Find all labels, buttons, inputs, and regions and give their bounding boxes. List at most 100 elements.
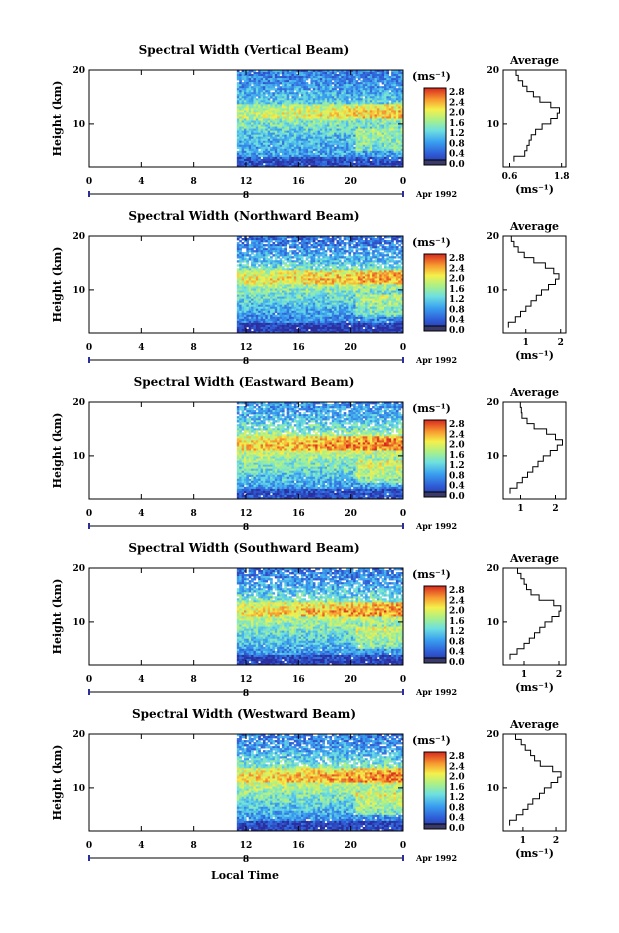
heatmap-cell xyxy=(253,96,256,98)
colorbar-tick-label: 0.4 xyxy=(449,150,465,160)
heatmap-cell xyxy=(396,137,399,139)
heatmap-cell xyxy=(360,268,363,270)
heatmap-cell xyxy=(296,123,299,125)
heatmap-cell xyxy=(386,141,389,143)
heatmap-cell xyxy=(334,287,337,289)
heatmap-cell xyxy=(303,145,306,147)
heatmap-cell xyxy=(246,78,249,80)
heatmap-cell xyxy=(384,114,387,116)
heatmap-cell xyxy=(363,280,366,282)
heatmap-cell xyxy=(272,96,275,98)
heatmap-cell xyxy=(265,108,268,110)
heatmap-cell xyxy=(265,264,268,266)
heatmap-cell xyxy=(275,157,278,159)
heatmap-cell xyxy=(325,260,328,262)
heatmap-cell xyxy=(391,102,394,104)
heatmap-cell xyxy=(303,116,306,118)
heatmap-cell xyxy=(315,90,318,92)
heatmap-cell xyxy=(275,90,278,92)
heatmap-cell xyxy=(353,94,356,96)
heatmap-cell xyxy=(268,127,271,129)
heatmap-cell xyxy=(329,88,332,90)
heatmap-cell xyxy=(308,104,311,106)
heatmap-cell xyxy=(294,123,297,125)
heatmap-cell xyxy=(322,153,325,155)
heatmap-cell xyxy=(327,238,330,240)
heatmap-cell xyxy=(287,137,290,139)
heatmap-cell xyxy=(356,238,359,240)
heatmap-cell xyxy=(296,133,299,135)
heatmap-cell xyxy=(396,276,399,278)
heatmap-cell xyxy=(308,285,311,287)
heatmap-cell xyxy=(358,100,361,102)
heatmap-cell xyxy=(351,108,354,110)
heatmap-cell xyxy=(365,145,368,147)
heatmap-cell xyxy=(356,119,359,121)
heatmap-cell xyxy=(329,104,332,106)
heatmap-cell xyxy=(261,161,264,163)
heatmap-cell xyxy=(272,133,275,135)
heatmap-cell xyxy=(301,121,304,123)
heatmap-cell xyxy=(282,260,285,262)
heatmap-cell xyxy=(277,72,280,74)
heatmap-cell xyxy=(348,125,351,127)
heatmap-cell xyxy=(325,282,328,284)
heatmap-cell xyxy=(275,266,278,268)
heatmap-cell xyxy=(341,96,344,98)
heatmap-cell xyxy=(337,246,340,248)
heatmap-cell xyxy=(377,114,380,116)
heatmap-cell xyxy=(370,260,373,262)
heatmap-cell xyxy=(329,274,332,276)
y-tick-label: 20 xyxy=(72,66,85,76)
heatmap-cell xyxy=(242,82,245,84)
heatmap-cell xyxy=(358,137,361,139)
heatmap-cell xyxy=(329,282,332,284)
heatmap-cell xyxy=(389,272,392,274)
heatmap-cell xyxy=(379,264,382,266)
heatmap-cell xyxy=(398,121,401,123)
heatmap-cell xyxy=(270,282,273,284)
heatmap-cell xyxy=(291,260,294,262)
heatmap-cell xyxy=(365,256,368,258)
heatmap-cell xyxy=(299,153,302,155)
heatmap-cell xyxy=(327,258,330,260)
heatmap-cell xyxy=(258,92,261,94)
heatmap-cell xyxy=(284,131,287,133)
heatmap-cell xyxy=(306,252,309,254)
heatmap-cell xyxy=(386,90,389,92)
heatmap-cell xyxy=(291,274,294,276)
heatmap-cell xyxy=(394,149,397,151)
heatmap-cell xyxy=(320,78,323,80)
heatmap-cell xyxy=(296,252,299,254)
heatmap-cell xyxy=(268,104,271,106)
heatmap-cell xyxy=(263,248,266,250)
heatmap-cell xyxy=(275,80,278,82)
heatmap-cell xyxy=(253,246,256,248)
heatmap-cell xyxy=(386,137,389,139)
heatmap-cell xyxy=(265,104,268,106)
heatmap-cell xyxy=(239,135,242,137)
heatmap-cell xyxy=(294,149,297,151)
heatmap-cell xyxy=(365,135,368,137)
heatmap-cell xyxy=(303,90,306,92)
heatmap-cell xyxy=(384,94,387,96)
heatmap-cell xyxy=(320,123,323,125)
heatmap-cell xyxy=(313,240,316,242)
heatmap-cell xyxy=(291,102,294,104)
heatmap-cell xyxy=(332,82,335,84)
heatmap-cell xyxy=(341,149,344,151)
heatmap-cell xyxy=(377,282,380,284)
heatmap-cell xyxy=(239,116,242,118)
heatmap-cell xyxy=(396,153,399,155)
heatmap-cell xyxy=(346,98,349,100)
heatmap-cell xyxy=(303,108,306,110)
heatmap-cell xyxy=(237,112,240,114)
heatmap-cell xyxy=(261,246,264,248)
colorbar-bottom xyxy=(424,160,446,165)
heatmap-cell xyxy=(263,276,266,278)
heatmap-cell xyxy=(363,155,366,157)
heatmap-cell xyxy=(268,287,271,289)
heatmap-cell xyxy=(382,143,385,145)
heatmap-cell xyxy=(280,129,283,131)
heatmap-cell xyxy=(372,96,375,98)
